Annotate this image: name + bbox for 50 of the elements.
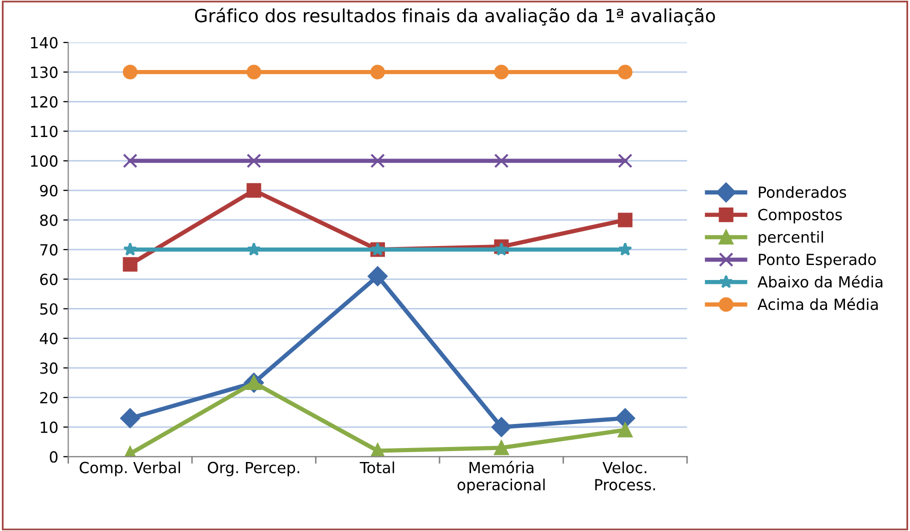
point bbox=[615, 408, 636, 428]
point bbox=[122, 154, 138, 168]
legend-label: Ponto Esperado bbox=[758, 253, 876, 268]
legend-label: Abaixo da Média bbox=[758, 275, 882, 288]
point bbox=[246, 64, 262, 80]
point bbox=[618, 212, 632, 228]
x-tick-label: Comp. Verbal bbox=[80, 462, 180, 476]
y-tick-label: 10 bbox=[40, 422, 58, 434]
y-tick-label: 100 bbox=[31, 155, 58, 167]
chart-title: Gráfico dos resultados finais da avaliação da 1ª avaliação bbox=[195, 8, 715, 26]
y-tick-label: 90 bbox=[40, 184, 58, 196]
point bbox=[494, 440, 509, 456]
legend-label: Ponderados bbox=[758, 186, 846, 198]
point bbox=[494, 242, 508, 256]
x-tick-label: Org. Percep. bbox=[208, 462, 300, 476]
point bbox=[618, 64, 632, 80]
point bbox=[492, 417, 512, 437]
point bbox=[368, 266, 388, 286]
y-tick-label: 20 bbox=[40, 392, 58, 404]
x-tick-label: Memória operacional bbox=[458, 460, 545, 494]
point bbox=[122, 64, 138, 80]
point bbox=[122, 257, 138, 272]
point bbox=[618, 242, 632, 256]
y-tick-label: 120 bbox=[31, 96, 58, 108]
y-tick-label: 30 bbox=[40, 362, 58, 374]
x-tick-label: Total bbox=[360, 462, 394, 474]
point bbox=[618, 422, 632, 438]
point bbox=[370, 154, 385, 168]
y-tick-label: 70 bbox=[40, 244, 58, 256]
y-tick-label: 60 bbox=[40, 274, 58, 286]
point bbox=[246, 242, 261, 256]
y-tick-label: 130 bbox=[31, 66, 58, 78]
legend-label: Compostos bbox=[758, 208, 842, 224]
y-tick-label: 110 bbox=[31, 126, 58, 138]
point bbox=[618, 154, 632, 168]
point bbox=[370, 64, 385, 80]
y-tick-label: 50 bbox=[40, 303, 58, 315]
x-tick-label: Veloc. Process. bbox=[595, 462, 655, 490]
point bbox=[246, 154, 262, 168]
point bbox=[123, 242, 138, 256]
y-tick-label: 80 bbox=[40, 214, 58, 226]
point bbox=[494, 154, 509, 168]
y-tick-label: 140 bbox=[31, 36, 58, 48]
point bbox=[120, 408, 140, 428]
legend-label: Acima da Média bbox=[758, 298, 878, 310]
point bbox=[494, 64, 509, 80]
y-tick-label: 40 bbox=[40, 332, 58, 344]
point bbox=[246, 183, 262, 198]
legend-label: percentil bbox=[758, 230, 823, 246]
y-tick-label: 0 bbox=[50, 451, 58, 463]
